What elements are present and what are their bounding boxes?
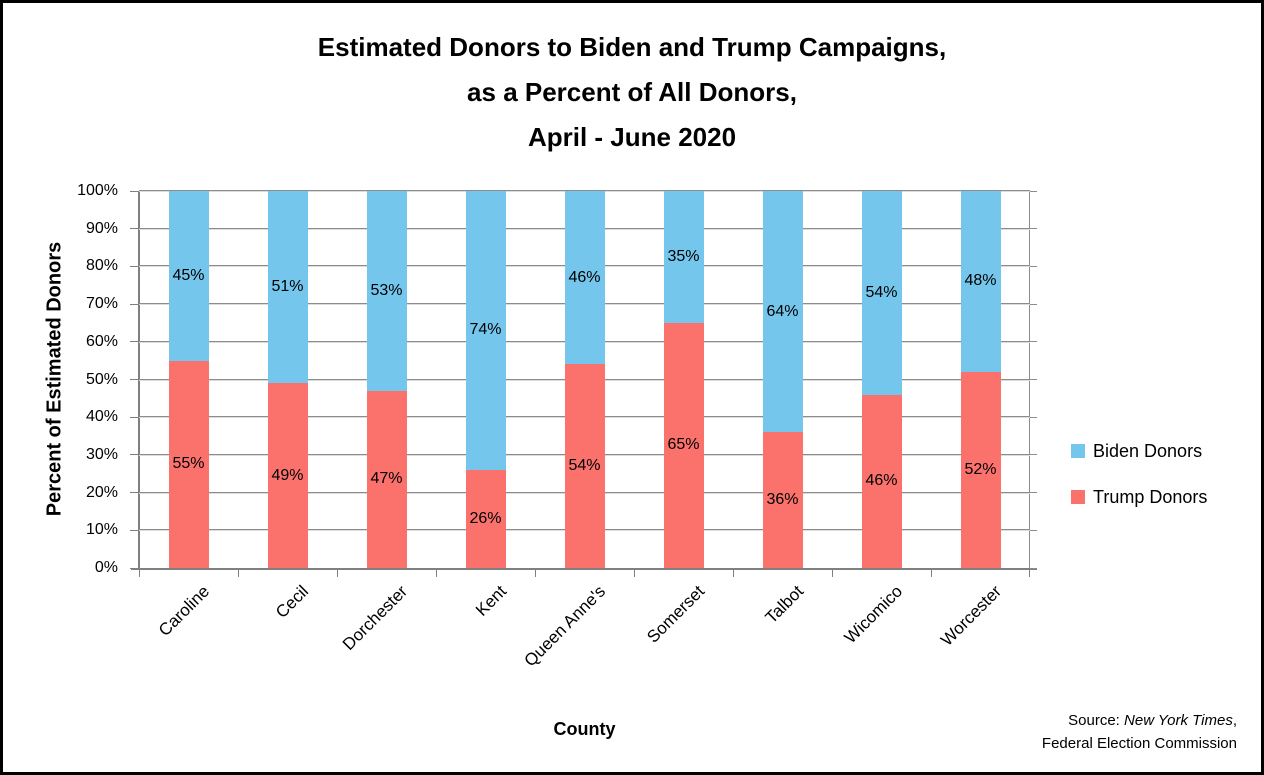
bar-data-label: 65% [667, 436, 700, 454]
bar-segment [762, 191, 803, 433]
bar-data-label: 51% [271, 278, 304, 296]
bar-data-label: 46% [865, 472, 898, 490]
legend-item-biden: Biden Donors [1071, 440, 1202, 462]
y-axis-tick [130, 379, 138, 380]
bar-data-label: 64% [766, 302, 799, 320]
chart-title-line-3: April - June 2020 [527, 122, 737, 152]
right-border-tick [1030, 529, 1037, 531]
biden-legend-label: Biden Donors [1093, 440, 1203, 461]
biden-legend-swatch [1071, 444, 1085, 458]
bar-data-label: 35% [667, 247, 700, 265]
bar-data-label: 47% [370, 470, 403, 488]
right-border-tick [1030, 228, 1037, 230]
bar-data-label: 54% [568, 457, 601, 475]
bar-segment [366, 390, 407, 568]
plot-area: 55% 45% 49% 51% 47% 53% 26% 74% 54% 46% 65% 35% 36% 6… [130, 190, 1037, 577]
y-axis-tick [130, 416, 138, 418]
bar-data-label: 26% [469, 509, 502, 527]
y-axis-tick [130, 492, 138, 494]
legend-item-trump: Trump Donors [1071, 486, 1207, 508]
bar-segment [564, 364, 605, 568]
bar-segment [366, 191, 407, 391]
bar-segment [663, 191, 704, 323]
x-axis-tick [1029, 570, 1030, 577]
bar-segment [267, 191, 308, 384]
y-tick-label: 10% [85, 521, 118, 539]
source-note: Source: New York Times, Federal Election… [1042, 709, 1237, 755]
x-axis-tick [139, 570, 140, 577]
right-border-tick [1030, 567, 1037, 569]
right-border-tick [1030, 416, 1037, 418]
y-tick-label: 20% [85, 483, 118, 501]
bar-segment [663, 322, 704, 568]
y-axis-tick [130, 190, 138, 192]
y-tick-label: 0% [94, 559, 118, 576]
y-tick-label: 60% [85, 332, 118, 350]
x-axis-tick [337, 570, 338, 577]
x-axis-tick [436, 570, 437, 577]
trump-legend-swatch [1071, 490, 1085, 504]
x-axis-tick [238, 570, 239, 577]
bar-segment [564, 191, 605, 365]
y-tick-label: 30% [85, 445, 118, 463]
bar-segment [465, 469, 506, 568]
bar-segment [960, 191, 1001, 372]
x-axis-tick [535, 570, 536, 577]
source-comma: , [1232, 712, 1237, 729]
bar-segment [168, 191, 209, 361]
bar-data-label: 53% [370, 281, 403, 299]
right-border-tick [1030, 379, 1037, 380]
bar-data-label: 74% [469, 321, 502, 339]
bar-segment [861, 191, 902, 395]
right-border-tick [1030, 492, 1037, 494]
y-tick-label: 40% [85, 408, 118, 426]
chart-title-line-2: as a Percent of All Donors, [467, 77, 797, 107]
bar-data-label: 48% [964, 272, 997, 290]
source-publication: New York Times [1124, 712, 1233, 729]
y-tick-label: 80% [85, 257, 118, 275]
y-axis-tick [130, 265, 138, 267]
x-axis-title: County [553, 719, 616, 739]
y-tick-label: 50% [85, 370, 118, 388]
y-tick-label: 70% [85, 295, 118, 313]
right-border-tick [1030, 265, 1037, 267]
right-border-tick [1030, 341, 1037, 343]
source-prefix: Source: [1068, 712, 1125, 729]
source-line-2: Federal Election Commission [1041, 735, 1237, 752]
bar-segment [465, 191, 506, 470]
x-axis-tick [931, 570, 932, 577]
y-axis-tick [130, 303, 138, 305]
bar-segment [168, 360, 209, 568]
bar-segment [861, 394, 902, 568]
bar-segment [267, 383, 308, 568]
right-border-tick [1030, 303, 1037, 305]
bar-data-label: 45% [172, 266, 205, 284]
chart-title-line-1: Estimated Donors to Biden and Trump Camp… [317, 32, 947, 62]
chart-title: Estimated Donors to Biden and Trump Camp… [3, 25, 1261, 160]
y-tick-label: 100% [77, 182, 118, 199]
bar-data-label: 46% [568, 268, 601, 286]
y-axis-tick [130, 454, 138, 456]
bar-data-label: 54% [865, 283, 898, 301]
y-axis-tick [130, 529, 138, 531]
x-axis-line [131, 568, 1037, 570]
bar-data-label: 55% [172, 455, 205, 473]
x-axis-tick [832, 570, 833, 577]
right-border-tick [1030, 190, 1037, 192]
y-tick-label: 90% [85, 219, 118, 237]
x-axis-tick [634, 570, 635, 577]
bar-data-label: 36% [766, 491, 799, 509]
trump-legend-label: Trump Donors [1093, 486, 1208, 507]
right-border-tick [1030, 454, 1037, 456]
x-axis-tick [733, 570, 734, 577]
y-axis-tick [130, 228, 138, 230]
bar-data-label: 52% [964, 460, 997, 478]
y-axis-tick [130, 341, 138, 343]
y-axis-tick [130, 567, 138, 569]
bar-segment [960, 371, 1001, 568]
bar-data-label: 49% [271, 466, 304, 484]
source-line-1: Source: New York Times, [1042, 709, 1237, 732]
bar-segment [762, 432, 803, 568]
